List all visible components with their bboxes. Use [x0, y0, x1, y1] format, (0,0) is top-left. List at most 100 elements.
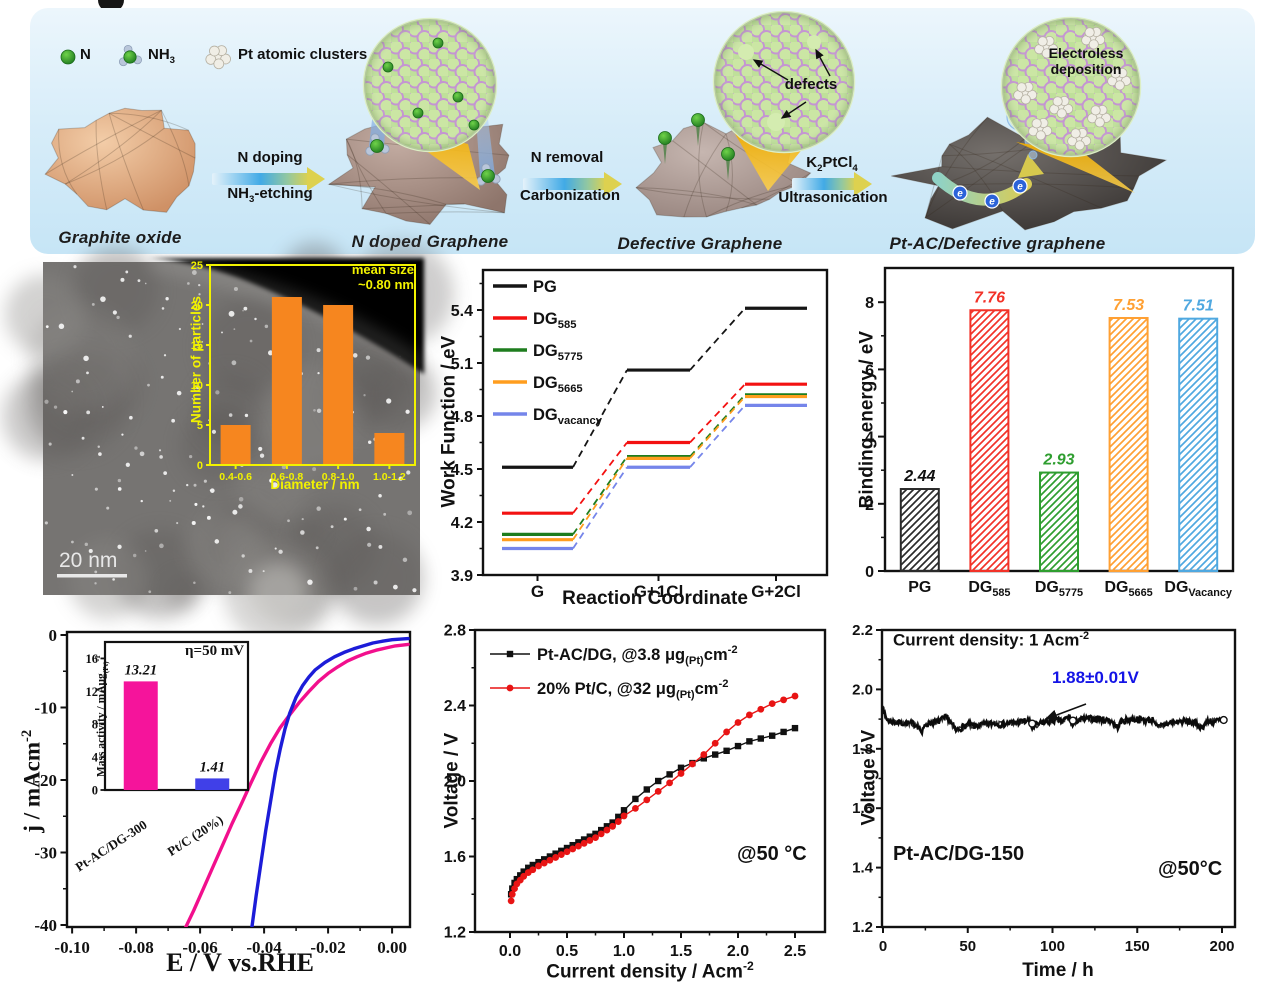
- wf-ytick: 4.8: [451, 409, 473, 426]
- wf-xtick: G+1Cl: [634, 582, 684, 601]
- wf-xtick: G+2Cl: [751, 582, 801, 601]
- be-ytick: 6: [865, 362, 874, 379]
- inset-ytick: 0: [92, 784, 98, 798]
- process-arrow-icon: [792, 172, 872, 196]
- wf-legend-label: DG5775: [533, 342, 583, 363]
- electroless-deposition-magnifier: [1000, 16, 1142, 158]
- wf-legend-label: PG: [533, 278, 557, 296]
- wf-ytick: 5.4: [451, 303, 473, 320]
- pt-cluster-icon: [1013, 81, 1038, 105]
- schematic-drawing: eeeH2H2: [44, 10, 1168, 231]
- histogram-bar: [323, 305, 354, 465]
- pol-xtick: 2.5: [784, 943, 806, 960]
- pt-cluster-icon: [1087, 104, 1112, 128]
- electron-icon: e: [1012, 178, 1028, 194]
- inset-value-label: 13.21: [124, 662, 157, 678]
- histogram-xtick: 1.0-1.2: [373, 471, 406, 483]
- open-circle-marker: [1028, 719, 1037, 728]
- process-arrow-icon: [212, 167, 325, 191]
- mean-size-annotation: mean size ~0.80 nm: [351, 262, 414, 292]
- lsv-ytick: -10: [34, 699, 57, 718]
- wf-legend-label: DG585: [533, 310, 576, 331]
- pol-xtick: 2.0: [727, 943, 749, 960]
- lsv-chart: -0.10 -0.08 -0.06 -0.04 -0.02 0.00 0 -10 -20 -30 -…: [34, 626, 412, 957]
- stability-ylabel: Voltage / V: [858, 729, 880, 826]
- pol-xtick: 1.0: [613, 943, 635, 960]
- n-dopant-atom-icon: [452, 91, 464, 103]
- be-xtick: DGVacancy: [1164, 579, 1232, 599]
- wf-series-DG5665: [502, 394, 807, 542]
- inset-ytick: 8: [92, 718, 98, 732]
- histogram-ylabel: Number of particles: [188, 296, 204, 423]
- wf-legend-label: DGvacancy: [533, 406, 603, 427]
- be-xtick: DG585: [968, 579, 1010, 599]
- vacuum-region: [148, 258, 424, 374]
- pt-cluster-icon: [1028, 117, 1053, 141]
- annotation-arrow: [1044, 703, 1087, 721]
- lsv-xlabel: E / V vs.RHE: [166, 948, 314, 977]
- polarization-temperature-annotation: @50 °C: [737, 843, 807, 865]
- electron-label: e: [1017, 182, 1023, 193]
- histogram-ytick: 10: [191, 380, 203, 392]
- be-xtick: DG5665: [1104, 579, 1152, 599]
- magnifier-cone: [1016, 142, 1135, 193]
- electron-label: e: [989, 197, 995, 208]
- wf-xtick: G: [531, 582, 544, 601]
- legend-label-nh3: NH3: [148, 46, 176, 66]
- histogram-xtick: 0.6-0.8: [271, 471, 304, 483]
- graphite-oxide-blob: [44, 107, 196, 213]
- be-bar: [899, 488, 940, 573]
- be-ytick: 0: [865, 564, 874, 581]
- histogram-ytick: 20: [191, 300, 203, 312]
- stage-label-graphite-oxide: Graphite oxide: [58, 228, 182, 247]
- lsv-xtick: -0.10: [54, 938, 89, 957]
- work-function-chart: 3.9 4.2 4.5 4.8 5.1 5.4 G G+1Cl G+2Cl PG DG585 DG57…: [451, 268, 829, 601]
- histogram-xtick: 0.8-1.0: [322, 471, 355, 483]
- pol-ytick: 1.2: [444, 925, 466, 942]
- be-bar: [1039, 471, 1079, 572]
- lattice-defect-spot: [807, 35, 821, 49]
- pol-series-pt-ac-dg: [507, 724, 799, 898]
- pt-cluster-icon: [1107, 67, 1132, 91]
- scale-bar-label: 20 nm: [59, 549, 117, 572]
- nh3-molecule-icon: [476, 163, 501, 186]
- stab-xtick: 150: [1125, 938, 1150, 955]
- defect-pointer-arrow: [780, 101, 807, 119]
- defects-callout-label: defects: [784, 76, 838, 93]
- open-circle-marker: [1219, 715, 1228, 725]
- be-bar: [1108, 316, 1149, 572]
- graphene-lattice-magnifier: [362, 17, 498, 153]
- be-ytick: 2: [865, 497, 874, 514]
- n-atom-pin-icon: [721, 147, 735, 180]
- histogram-xlabel: Diameter / nm: [270, 477, 360, 492]
- arrow2-bottom-label: Carbonization: [520, 187, 620, 204]
- pol-xtick: 0.0: [499, 943, 521, 960]
- work-function-ylabel: Work Function / eV: [438, 335, 460, 508]
- stab-ytick: 1.4: [852, 860, 874, 877]
- stab-ytick: 2.2: [852, 622, 873, 639]
- histogram-bar: [220, 425, 251, 465]
- work-function-xlabel: Reaction Coordinate: [562, 588, 748, 609]
- wf-legend-label: DG5665: [533, 374, 583, 395]
- process-arrow-icon: [523, 172, 622, 196]
- pt-cluster-icon: [1034, 35, 1059, 59]
- electron-arrowhead-icon: [1018, 154, 1044, 178]
- axes-box: [473, 628, 827, 934]
- n-dopant-atom-icon: [432, 37, 444, 49]
- wf-ytick: 4.5: [451, 462, 473, 479]
- scale-bar: [57, 574, 127, 578]
- stab-xtick: 0: [879, 938, 887, 955]
- lsv-ytick: -30: [34, 844, 57, 863]
- n-dopant-atom-icon: [468, 119, 480, 131]
- histogram-bar: [271, 297, 302, 465]
- polarization-chart: 0.0 0.5 1.0 1.5 2.0 2.5 1.2 1.6 2.0 2.4 2.8 Pt-AC/D…: [444, 623, 827, 960]
- lsv-xtick: -0.08: [118, 938, 153, 957]
- stab-ytick: 1.6: [852, 800, 873, 817]
- arrow1-bottom-label: NH3-etching: [227, 185, 313, 205]
- synthesis-schematic: eeeH2H2: [30, 8, 1255, 254]
- pol-ytick: 2.4: [444, 698, 466, 715]
- pol-series-pt-c: [507, 692, 799, 905]
- legend-label-pt-clusters: Pt atomic clusters: [238, 46, 368, 63]
- pt-cluster-icon: [1067, 127, 1092, 151]
- be-bar: [969, 309, 1010, 572]
